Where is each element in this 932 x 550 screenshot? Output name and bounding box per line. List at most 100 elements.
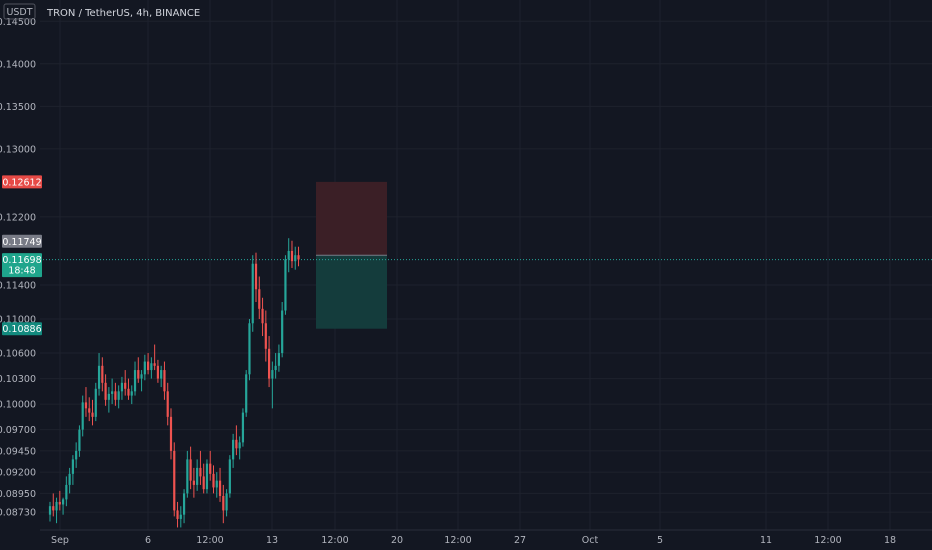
candle-body [97, 365, 101, 389]
candle-body [147, 361, 150, 371]
price-tick-label: 0.09200 [0, 468, 36, 479]
candle-body [124, 382, 127, 389]
candle-body [248, 323, 251, 375]
stop-loss-zone[interactable] [316, 181, 387, 256]
candle-body [130, 391, 133, 396]
last-price-badge-text: 0.11698 [2, 255, 41, 266]
candle-body [277, 353, 280, 366]
time-tick-label: 12:00 [814, 535, 841, 546]
stop-badge-text: 0.12612 [2, 177, 41, 188]
candle-body [202, 476, 205, 490]
candle-body [104, 382, 107, 400]
countdown-text: 18:48 [8, 266, 35, 277]
candle-body [267, 348, 271, 379]
time-tick-label: 13 [266, 535, 278, 546]
time-axis-ticks: Sep 6 12:00 13 12:00 20 12:00 27 Oct 5 11 12:00 18 [51, 535, 896, 546]
position-tool[interactable] [316, 181, 387, 329]
candle-body [84, 402, 88, 409]
candle-body [182, 493, 186, 515]
price-tick-label: 0.13000 [0, 144, 36, 155]
candle-body [173, 450, 176, 511]
candle-body [294, 255, 297, 262]
candle-body [160, 370, 163, 379]
price-tick-label: 0.09700 [0, 425, 36, 436]
candle-body [81, 402, 84, 430]
candle-body [133, 370, 137, 392]
candle-body [251, 263, 254, 324]
time-tick-label: 20 [391, 535, 403, 546]
candle-body [75, 450, 78, 460]
candle-body [238, 442, 241, 449]
price-tick-label: 0.09450 [0, 446, 36, 457]
candle-body [140, 374, 143, 379]
candle-body [169, 416, 173, 451]
price-tick-label: 0.10000 [0, 400, 36, 411]
candle-body [192, 480, 195, 485]
candle-body [205, 463, 209, 490]
candle-body [271, 370, 274, 379]
price-axis-ticks: 0.14500 0.14000 0.13500 0.13000 0.12200 0.114… [0, 17, 36, 519]
currency-label-text: USDT [6, 7, 32, 18]
candle-body [189, 459, 192, 481]
candle-body [212, 473, 215, 488]
time-tick-label: 11 [760, 535, 772, 546]
price-tick-label: 0.10300 [0, 374, 36, 385]
candle-body [218, 480, 222, 496]
candle-body [48, 506, 52, 515]
candle-body [55, 501, 58, 511]
time-tick-label: 27 [514, 535, 526, 546]
entry-badge: 0.11749 [2, 234, 42, 248]
candle-body [58, 501, 61, 505]
candle-body [258, 289, 261, 309]
candle-body [225, 493, 228, 511]
candlestick-series [48, 238, 300, 528]
candle-body [261, 308, 264, 324]
candle-body [215, 480, 218, 488]
candle-body [78, 429, 81, 451]
candle-body [88, 408, 91, 413]
candle-body [235, 439, 238, 449]
time-tick-label: 12:00 [444, 535, 471, 546]
price-tick-label: 0.12200 [0, 212, 36, 223]
candle-body [137, 370, 140, 379]
currency-label[interactable]: USDT [3, 3, 36, 20]
grid-lines [40, 0, 932, 530]
candle-body [176, 510, 179, 519]
candle-body [199, 467, 202, 477]
candle-body [281, 310, 284, 354]
time-tick-label: 18 [884, 535, 896, 546]
candle-body [143, 361, 146, 375]
candle-body [91, 412, 94, 417]
candle-body [94, 388, 97, 417]
candle-body [111, 391, 114, 394]
candle-body [52, 506, 55, 511]
take-profit-zone[interactable] [316, 255, 387, 329]
price-tick-label: 0.08950 [0, 489, 36, 500]
candle-body [120, 382, 124, 392]
candle-body [65, 484, 68, 500]
candle-body [163, 370, 166, 392]
time-tick-label: 12:00 [196, 535, 223, 546]
price-tick-label: 0.14000 [0, 59, 36, 70]
candle-body [114, 391, 117, 400]
candle-body [222, 495, 225, 511]
candle-body [150, 363, 153, 371]
time-tick-label: Sep [51, 535, 69, 546]
stop-badge: 0.12612 [2, 175, 42, 189]
candle-body [254, 263, 258, 290]
target-badge: 0.10886 [2, 322, 42, 336]
candle-body [101, 365, 104, 383]
candle-body [68, 473, 71, 485]
candle-body [297, 255, 300, 260]
time-tick-label: Oct [582, 535, 599, 546]
candle-body [127, 388, 130, 396]
price-tick-label: 0.11000 [0, 315, 36, 326]
price-tick-label: 0.11400 [0, 280, 36, 291]
price-badges: 0.12612 0.11749 0.11698 18:48 0.10886 [2, 175, 42, 336]
time-axis-background [0, 530, 932, 550]
candle-body [166, 391, 169, 417]
time-axis[interactable]: Sep 6 12:00 13 12:00 20 12:00 27 Oct 5 11 12:00 18 [0, 529, 932, 550]
candle-body [209, 463, 212, 474]
